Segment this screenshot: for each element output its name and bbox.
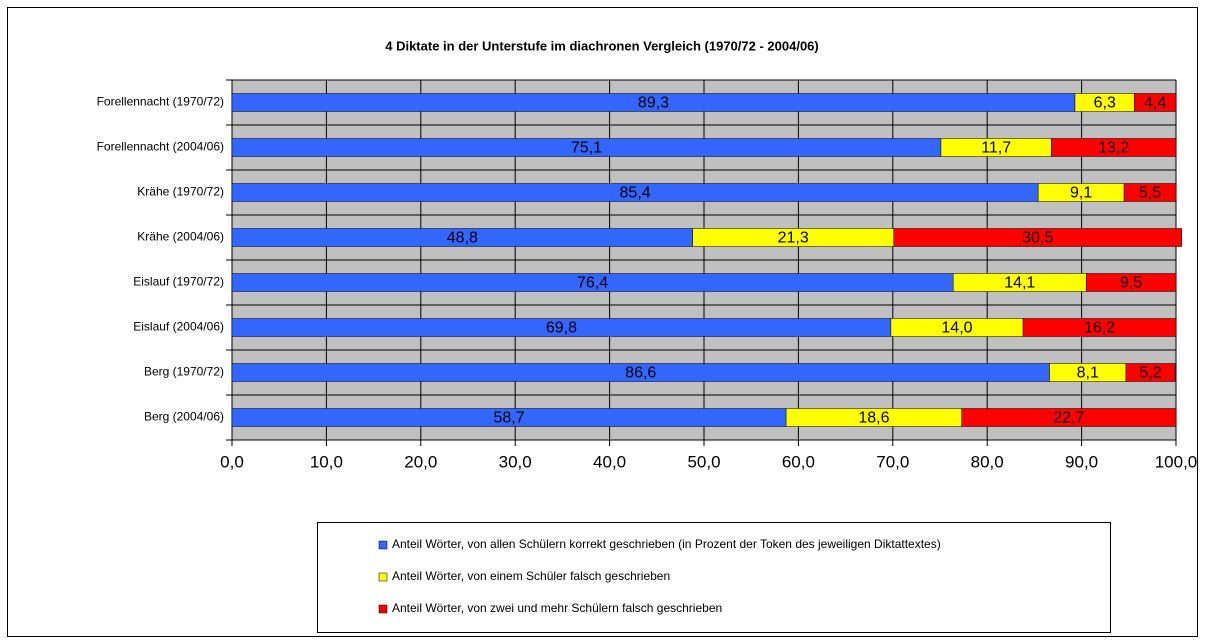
x-tick-label: 80,0 <box>971 452 1004 471</box>
y-tick-label: Berg (1970/72) <box>144 365 224 379</box>
x-tick-label: 0,0 <box>220 452 244 471</box>
bar-segment <box>1123 183 1177 202</box>
value-label: 76,4 <box>577 275 608 292</box>
x-tick-label: 70,0 <box>876 452 909 471</box>
bar-segment <box>1134 93 1177 112</box>
bar-segment <box>1022 318 1177 337</box>
value-label: 9,1 <box>1070 185 1092 202</box>
value-label: 11,7 <box>981 140 1011 157</box>
bar-segment <box>961 408 1177 427</box>
value-label: 8,1 <box>1077 365 1099 382</box>
y-tick-label: Eislauf (2004/06) <box>133 320 224 334</box>
y-tick-label: Forellennacht (1970/72) <box>97 95 224 109</box>
legend-swatch <box>378 540 388 550</box>
value-label: 5,2 <box>1139 365 1161 382</box>
value-label: 14,0 <box>941 320 972 337</box>
y-tick-label: Berg (2004/06) <box>144 410 224 424</box>
value-label: 16,2 <box>1084 320 1115 337</box>
legend-swatch <box>378 604 388 614</box>
bar-segment <box>1086 273 1177 292</box>
legend-label: Anteil Wörter, von allen Schülern korrek… <box>392 537 941 551</box>
value-label: 21,3 <box>778 230 809 247</box>
bar-segment <box>1125 363 1176 382</box>
value-label: 86,6 <box>625 365 656 382</box>
x-tick-label: 30,0 <box>499 452 532 471</box>
bar-segment <box>1051 138 1177 157</box>
x-tick-label: 20,0 <box>404 452 437 471</box>
x-tick-label: 90,0 <box>1065 452 1098 471</box>
value-label: 14,1 <box>1004 275 1035 292</box>
x-tick-label: 40,0 <box>593 452 626 471</box>
bar-segment <box>893 228 1182 247</box>
legend-box <box>317 522 1111 633</box>
value-label: 75,1 <box>571 140 602 157</box>
value-label: 18,6 <box>858 410 889 427</box>
value-label: 48,8 <box>447 230 478 247</box>
value-label: 58,7 <box>493 410 524 427</box>
value-label: 30,5 <box>1022 230 1053 247</box>
y-tick-label: Krähe (2004/06) <box>137 230 224 244</box>
legend-label: Anteil Wörter, von zwei und mehr Schüler… <box>392 601 722 615</box>
value-label: 9,5 <box>1120 275 1142 292</box>
value-label: 5,5 <box>1139 185 1161 202</box>
x-tick-label: 50,0 <box>687 452 720 471</box>
x-tick-label: 10,0 <box>310 452 343 471</box>
legend-label: Anteil Wörter, von einem Schüler falsch … <box>392 569 670 583</box>
y-tick-label: Eislauf (1970/72) <box>133 275 224 289</box>
value-label: 6,3 <box>1094 95 1116 112</box>
y-tick-label: Forellennacht (2004/06) <box>97 140 224 154</box>
value-label: 22,7 <box>1053 410 1084 427</box>
x-tick-label: 60,0 <box>782 452 815 471</box>
x-tick-label: 100,0 <box>1155 452 1198 471</box>
value-label: 4,4 <box>1144 95 1166 112</box>
legend-swatch <box>378 572 388 582</box>
chart-title: 4 Diktate in der Unterstufe im diachrone… <box>385 38 819 53</box>
value-label: 13,2 <box>1098 140 1129 157</box>
value-label: 89,3 <box>638 95 669 112</box>
y-tick-label: Krähe (1970/72) <box>137 185 224 199</box>
value-label: 69,8 <box>546 320 577 337</box>
value-label: 85,4 <box>620 185 651 202</box>
